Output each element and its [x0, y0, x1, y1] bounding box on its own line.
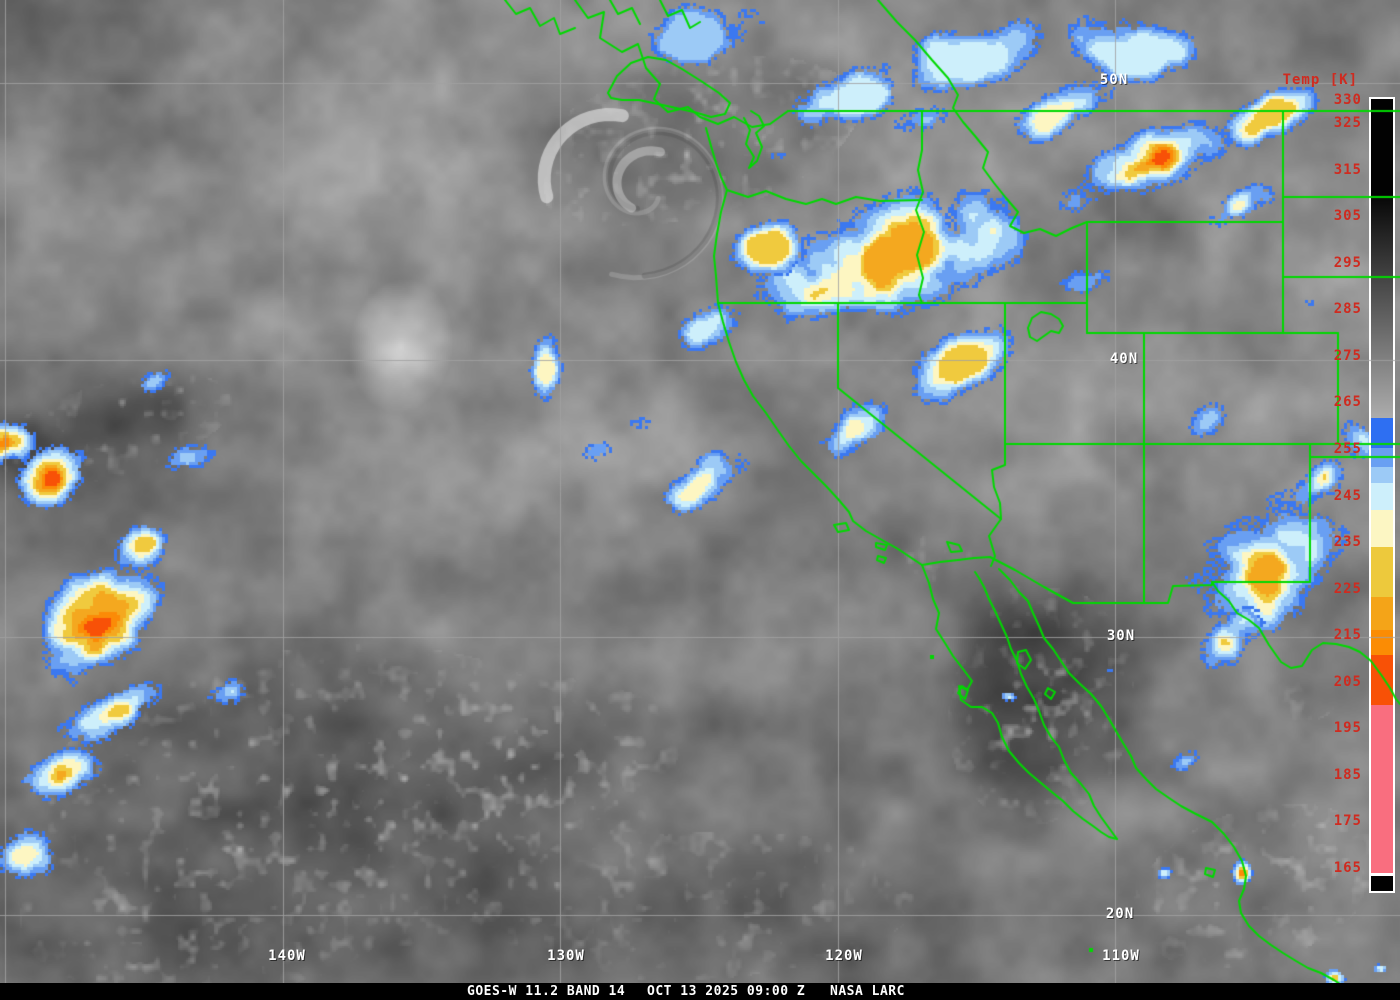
caption-bar: GOES-W 11.2 BAND 14 OCT 13 2025 09:00 Z …: [0, 983, 1400, 1000]
colorbar-gradient: [1371, 99, 1393, 891]
temperature-colorbar: [1369, 97, 1395, 893]
colorbar-title: Temp [K]: [1282, 72, 1358, 88]
caption-product: GOES-W 11.2 BAND 14: [467, 984, 626, 999]
caption-datetime: OCT 13 2025 09:00 Z: [647, 984, 806, 999]
caption-credit: NASA LARC: [830, 984, 905, 999]
